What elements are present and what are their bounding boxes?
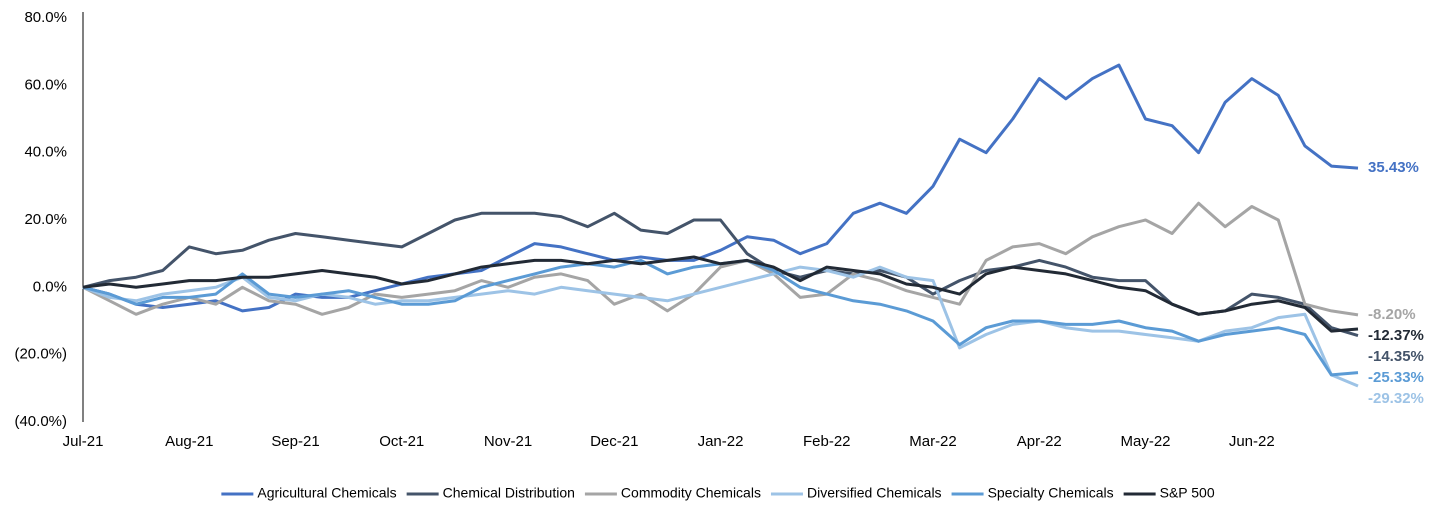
legend-label: Diversified Chemicals	[807, 485, 942, 501]
end-label: -25.33%	[1368, 369, 1424, 386]
legend-label: S&P 500	[1160, 485, 1215, 501]
end-label: -29.32%	[1368, 390, 1424, 407]
end-label: -12.37%	[1368, 327, 1424, 344]
legend-label: Agricultural Chemicals	[257, 485, 396, 501]
series-line	[82, 63, 1359, 313]
legend-label: Commodity Chemicals	[621, 485, 761, 501]
x-tick-label: Aug-21	[165, 433, 213, 450]
y-tick-label: 60.0%	[24, 76, 67, 93]
end-label: -14.35%	[1368, 348, 1424, 365]
x-tick-label: Nov-21	[484, 433, 532, 450]
x-tick-label: Oct-21	[379, 433, 424, 450]
x-tick-label: Jun-22	[1229, 433, 1275, 450]
x-tick-label: Dec-21	[590, 433, 638, 450]
x-tick-label: Sep-21	[271, 433, 319, 450]
legend-label: Chemical Distribution	[443, 485, 575, 501]
y-tick-label: 0.0%	[33, 278, 67, 295]
y-tick-label: (20.0%)	[14, 346, 67, 363]
x-tick-label: May-22	[1120, 433, 1170, 450]
end-label: 35.43%	[1368, 159, 1419, 176]
x-tick-label: Mar-22	[909, 433, 957, 450]
x-tick-label: Jul-21	[63, 433, 104, 450]
y-tick-label: 40.0%	[24, 144, 67, 161]
series-line	[82, 201, 1359, 317]
y-tick-label: 20.0%	[24, 211, 67, 228]
x-tick-label: Jan-22	[698, 433, 744, 450]
x-tick-label: Apr-22	[1017, 433, 1062, 450]
series-line	[82, 255, 1359, 333]
end-label: -8.20%	[1368, 306, 1416, 323]
series-line	[82, 211, 1359, 338]
y-tick-label: (40.0%)	[14, 413, 67, 430]
x-tick-label: Feb-22	[803, 433, 851, 450]
legend-label: Specialty Chemicals	[988, 485, 1114, 501]
y-tick-label: 80.0%	[24, 9, 67, 26]
series-line	[82, 265, 1359, 388]
